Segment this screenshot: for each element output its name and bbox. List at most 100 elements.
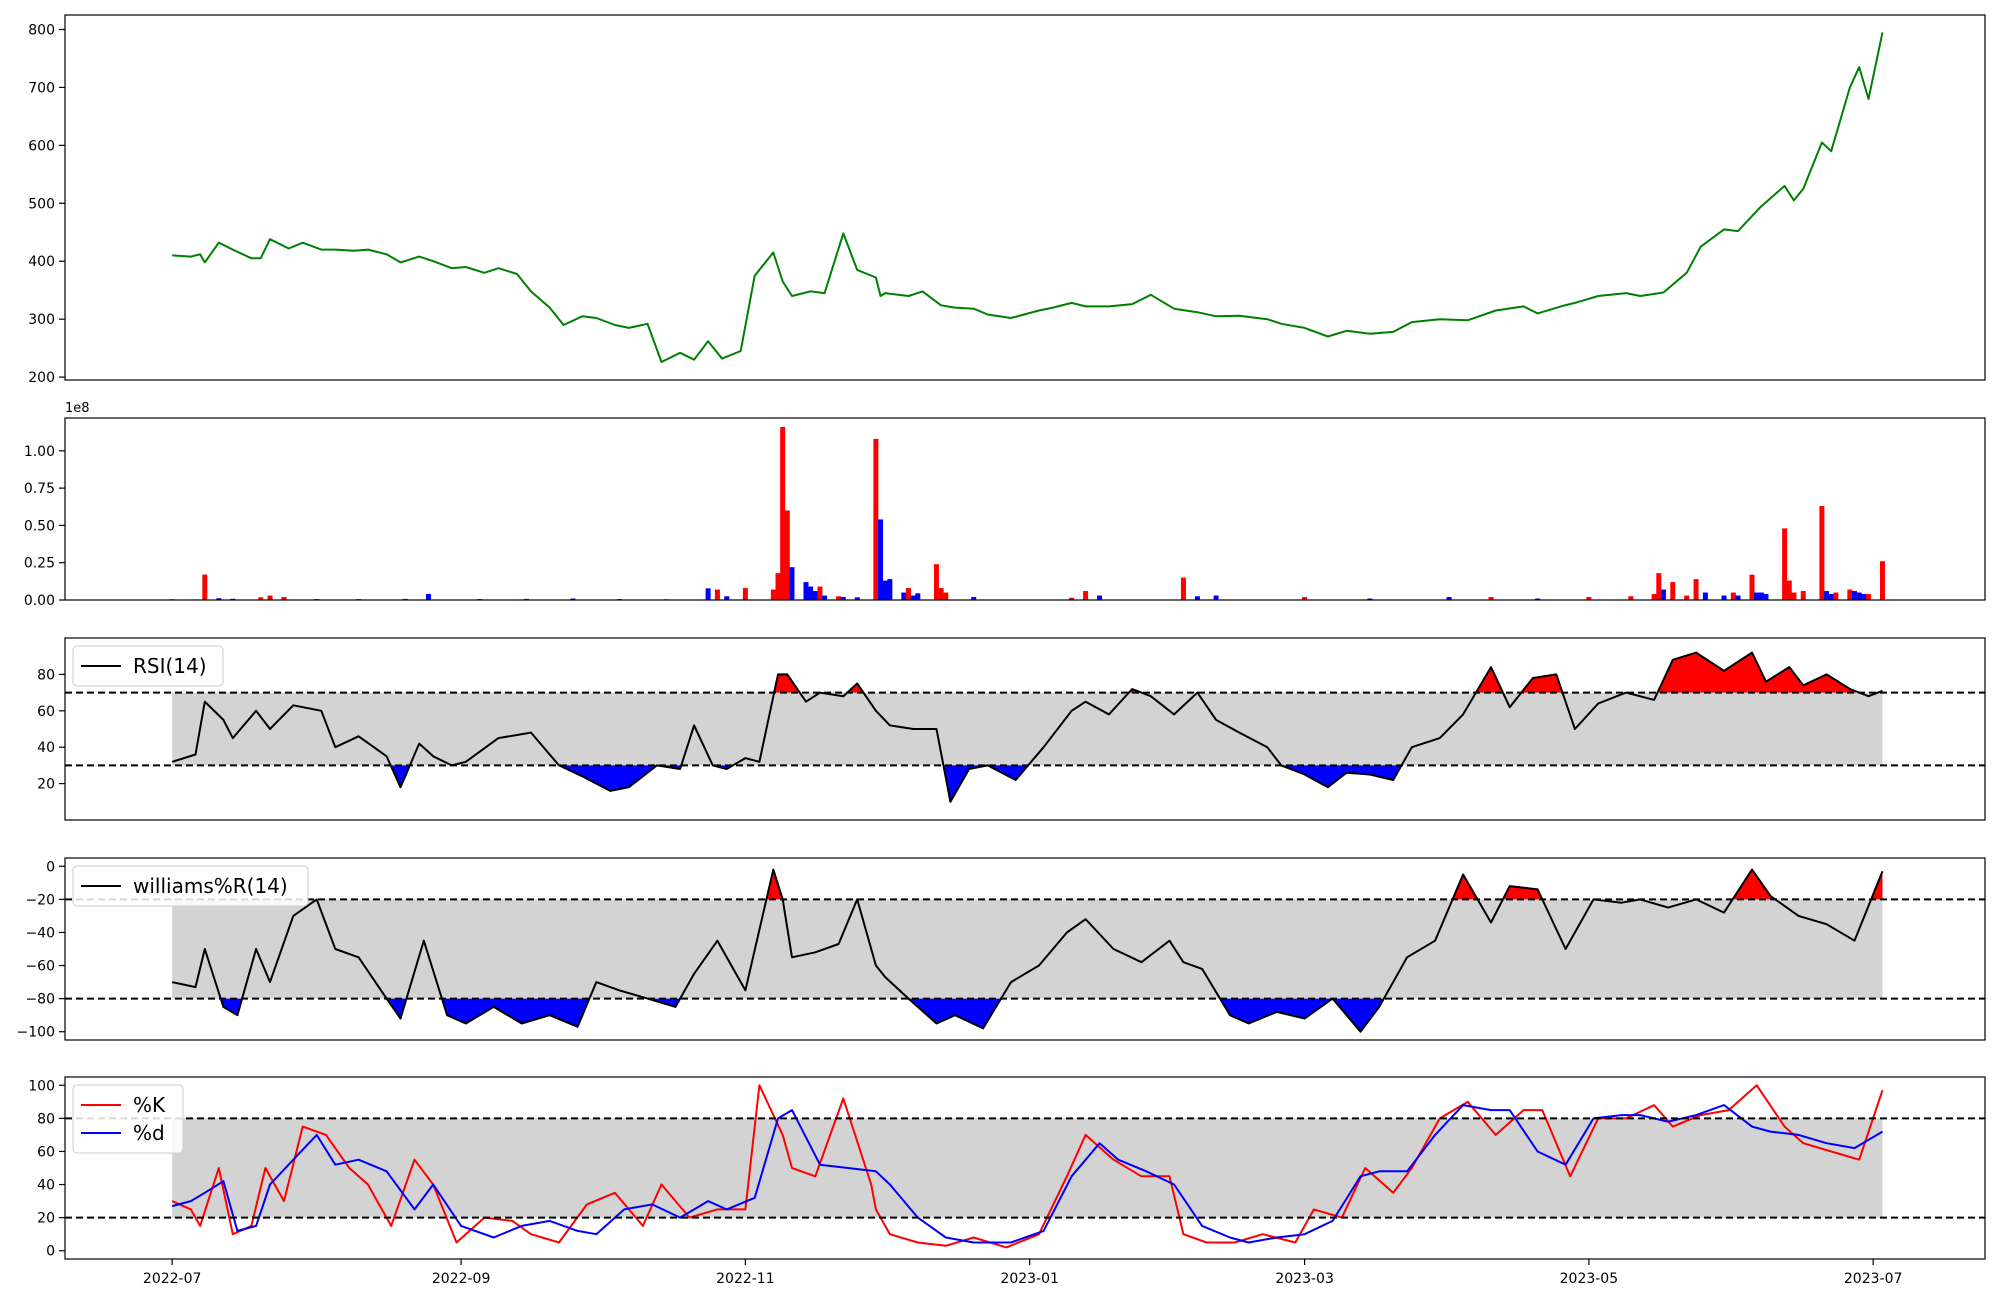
overbought-fill xyxy=(1476,667,1503,693)
legend-box xyxy=(72,1084,184,1154)
volume-bar xyxy=(770,589,776,600)
-d-line xyxy=(171,1104,1884,1244)
y-tick-label: −80 xyxy=(25,992,55,1008)
axes-frame xyxy=(64,637,1986,821)
y-tick-label: 80 xyxy=(37,667,55,683)
volume-bar xyxy=(817,586,823,600)
overbought-fill xyxy=(1521,674,1563,693)
y-tick-label: 40 xyxy=(37,740,55,756)
volume-bar xyxy=(1660,589,1666,600)
volume-bar xyxy=(1083,591,1089,600)
volume-bar xyxy=(267,595,273,600)
y-tick-label: 0.25 xyxy=(24,556,55,572)
x-tick-label: 2023-01 xyxy=(1000,1271,1059,1287)
rsi-14--line xyxy=(171,651,1883,803)
y-tick-label: −60 xyxy=(25,959,55,975)
-k-line xyxy=(171,1084,1884,1249)
y-tick-label: 400 xyxy=(28,254,55,270)
y-tick-label: 0 xyxy=(46,859,55,875)
volume-bar xyxy=(1782,528,1788,600)
volume-bar xyxy=(822,595,828,600)
y-tick-label: 1.00 xyxy=(24,444,55,460)
y-tick-label: −100 xyxy=(17,1025,55,1041)
oversold-fill xyxy=(442,998,590,1027)
neutral-band xyxy=(172,1118,1883,1218)
volume-bar xyxy=(854,597,860,600)
y-tick-label: 20 xyxy=(37,777,55,793)
y-tick-label: 700 xyxy=(28,80,55,96)
y-tick-label: 500 xyxy=(28,196,55,212)
oversold-fill xyxy=(390,765,410,788)
x-tick-label: 2023-03 xyxy=(1275,1271,1334,1287)
legend-box xyxy=(72,645,224,687)
x-tick-label: 2023-07 xyxy=(1844,1271,1903,1287)
volume-bar xyxy=(1800,591,1806,600)
overbought-fill xyxy=(1452,874,1478,900)
overbought-fill xyxy=(766,869,783,900)
volume-bar xyxy=(1852,591,1858,600)
volume-bar xyxy=(742,588,748,600)
volume-bar xyxy=(1861,594,1867,600)
overbought-fill xyxy=(1657,652,1860,693)
volume-bar xyxy=(873,438,879,600)
overbought-fill xyxy=(847,683,864,693)
volume-bar xyxy=(971,597,977,600)
legend-label: williams%R(14) xyxy=(133,874,288,898)
volume-bar xyxy=(202,574,208,600)
volume-bar xyxy=(1302,597,1308,600)
volume-bar xyxy=(1879,561,1885,600)
volume-bar xyxy=(1446,597,1452,600)
volume-bar xyxy=(216,598,222,600)
volume-bar xyxy=(1488,597,1494,600)
volume-panel: 0.00 0.25 0.50 0.75 1.00 1e8 xyxy=(24,401,1986,609)
volume-bar xyxy=(1367,598,1373,600)
x-tick-label: 2022-11 xyxy=(716,1271,775,1287)
legend-box xyxy=(72,865,309,907)
volume-bar xyxy=(887,579,893,600)
volume-bar xyxy=(789,567,795,600)
volume-bar xyxy=(943,592,949,600)
volume-bar xyxy=(1847,589,1853,600)
oversold-fill xyxy=(220,998,243,1016)
volume-bar xyxy=(878,519,884,600)
volume-bar xyxy=(281,597,287,600)
y-tick-label: 600 xyxy=(28,138,55,154)
volume-bar xyxy=(1670,582,1676,600)
volume-bar xyxy=(1824,591,1830,600)
axes-frame xyxy=(64,1076,1986,1260)
overbought-fill xyxy=(774,674,800,693)
oversold-fill xyxy=(1332,998,1384,1032)
x-tick-label: 2022-07 xyxy=(143,1271,202,1287)
volume-bar xyxy=(1735,595,1741,600)
volume-bar xyxy=(1656,573,1662,600)
volume-bar xyxy=(1069,597,1075,600)
volume-bar xyxy=(784,510,790,600)
volume-bar xyxy=(425,594,431,600)
y-tick-label: 40 xyxy=(37,1178,55,1194)
y-tick-label: 60 xyxy=(37,1144,55,1160)
volume-offset-label: 1e8 xyxy=(65,401,90,416)
oversold-fill xyxy=(559,765,657,791)
y-tick-label: 300 xyxy=(28,312,55,328)
volume-bar xyxy=(840,597,846,600)
volume-bar xyxy=(1721,595,1727,600)
volume-bar xyxy=(1628,596,1634,600)
volume-bar xyxy=(812,591,818,600)
volume-bar xyxy=(905,588,911,600)
y-tick-label: 60 xyxy=(37,704,55,720)
x-tick-label: 2022-09 xyxy=(432,1271,491,1287)
volume-bar xyxy=(1213,595,1219,600)
volume-bar xyxy=(775,573,781,600)
volume-bar xyxy=(938,588,944,600)
volume-bar xyxy=(1856,592,1862,600)
y-tick-label: 0.75 xyxy=(24,481,55,497)
volume-bar xyxy=(803,582,809,600)
y-tick-label: −40 xyxy=(25,925,55,941)
volume-bar xyxy=(1819,506,1825,600)
x-tick-label: 2023-05 xyxy=(1560,1271,1619,1287)
volume-bar xyxy=(570,598,576,600)
y-tick-label: 80 xyxy=(37,1111,55,1127)
volume-bar xyxy=(915,593,921,600)
volume-bar xyxy=(901,592,907,600)
